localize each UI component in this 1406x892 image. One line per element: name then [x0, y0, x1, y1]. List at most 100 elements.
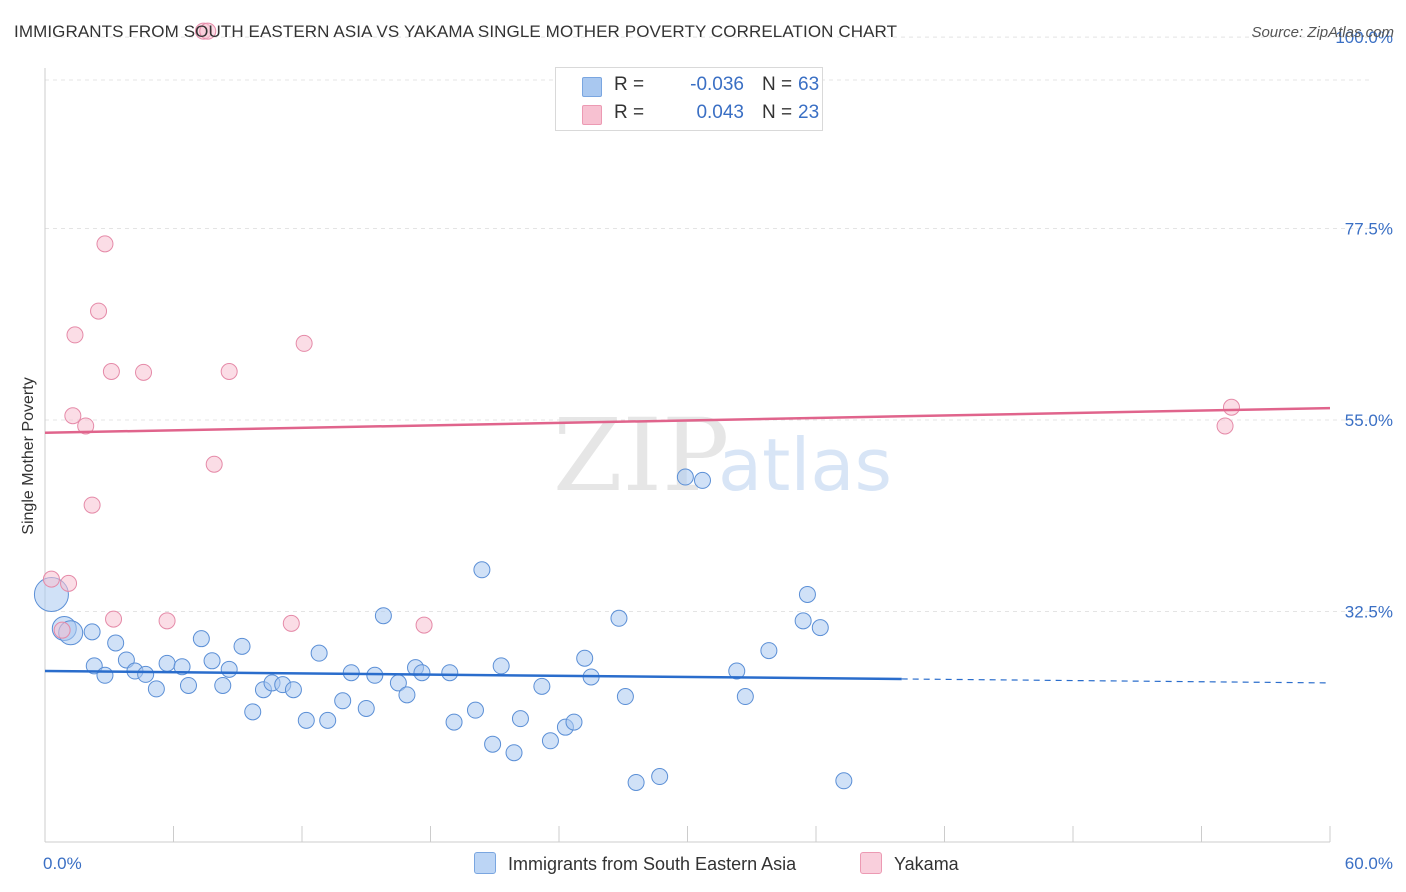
point-immigrants — [616, 688, 634, 706]
point-immigrants — [505, 744, 523, 762]
point-immigrants — [413, 664, 431, 682]
point-immigrants — [676, 468, 694, 486]
point-immigrants — [203, 652, 221, 670]
x-tick-label-max: 60.0% — [1345, 854, 1393, 873]
point-immigrants — [147, 680, 165, 698]
point-immigrants — [466, 701, 484, 719]
point-immigrants — [85, 657, 103, 675]
point-yakama — [42, 570, 60, 588]
point-immigrants — [357, 699, 375, 717]
point-immigrants — [310, 644, 328, 662]
watermark-zip: ZIP — [553, 397, 729, 514]
point-immigrants — [220, 660, 238, 678]
legend-r-label: R = — [614, 74, 645, 95]
point-immigrants — [96, 666, 114, 684]
point-yakama — [1216, 417, 1234, 435]
point-yakama — [77, 417, 95, 435]
point-immigrants — [173, 658, 191, 676]
trendline-immigrants-dashed — [901, 678, 1331, 684]
point-immigrants — [107, 634, 125, 652]
point-immigrants — [627, 773, 645, 791]
point-immigrants — [798, 585, 816, 603]
point-immigrants — [398, 686, 416, 704]
y-tick-label: 100.0% — [1335, 28, 1393, 47]
point-yakama — [64, 407, 82, 425]
point-immigrants — [811, 619, 829, 637]
point-immigrants — [835, 772, 853, 790]
point-immigrants — [511, 710, 529, 728]
point-immigrants — [244, 703, 262, 721]
point-immigrants — [374, 607, 392, 625]
point-yakama — [1222, 398, 1240, 416]
legend-n-label: N = — [762, 102, 793, 123]
point-immigrants — [137, 665, 155, 683]
point-yakama — [90, 302, 108, 320]
bottom-legend-swatch-yakama — [860, 852, 882, 874]
point-yakama — [205, 455, 223, 473]
trendline-yakama — [44, 406, 1331, 435]
chart-title: IMMIGRANTS FROM SOUTH EASTERN ASIA VS YA… — [14, 22, 898, 41]
point-immigrants — [651, 768, 669, 786]
point-immigrants — [319, 711, 337, 729]
point-immigrants — [233, 637, 251, 655]
point-yakama — [105, 610, 123, 628]
point-immigrants — [334, 692, 352, 710]
bottom-legend-label-yakama: Yakama — [894, 854, 959, 874]
y-axis-label: Single Mother Poverty — [20, 377, 37, 535]
point-yakama — [295, 334, 313, 352]
x-tick-label-min: 0.0% — [43, 854, 82, 873]
point-yakama — [282, 614, 300, 632]
point-immigrants — [565, 713, 583, 731]
point-yakama — [60, 574, 78, 592]
legend-swatch-yakama — [582, 105, 602, 125]
y-tick-label: 32.5% — [1345, 602, 1393, 621]
bottom-legend-yakama: Yakama — [860, 852, 959, 875]
point-immigrants — [473, 561, 491, 579]
point-immigrants — [576, 649, 594, 667]
point-immigrants — [484, 735, 502, 753]
watermark-atlas: atlas — [718, 423, 892, 507]
point-immigrants — [284, 681, 302, 699]
legend-r-label: R = — [614, 102, 645, 123]
point-immigrants — [192, 630, 210, 648]
trendline-immigrants — [44, 669, 902, 681]
point-yakama — [158, 612, 176, 630]
point-yakama — [199, 22, 217, 40]
bottom-legend-label-immigrants: Immigrants from South Eastern Asia — [508, 854, 797, 874]
bottom-legend-immigrants: Immigrants from South Eastern Asia — [474, 852, 796, 875]
point-immigrants — [179, 676, 197, 694]
point-immigrants — [693, 471, 711, 489]
point-yakama — [53, 621, 71, 639]
point-immigrants — [736, 688, 754, 706]
bottom-legend-swatch-immigrants — [474, 852, 496, 874]
point-immigrants — [492, 657, 510, 675]
legend-n-value: 63 — [798, 74, 820, 95]
point-immigrants — [533, 677, 551, 695]
point-yakama — [102, 363, 120, 381]
y-tick-label: 77.5% — [1345, 220, 1393, 239]
legend-swatch-immigrants — [582, 77, 602, 97]
point-yakama — [135, 363, 153, 381]
point-immigrants — [760, 642, 778, 660]
point-yakama — [83, 496, 101, 514]
legend-r-value: -0.036 — [690, 74, 744, 95]
point-immigrants — [445, 713, 463, 731]
point-immigrants — [297, 711, 315, 729]
correlation-legend: R = -0.036 N = 63 R = 0.043 N = 23 — [555, 67, 823, 131]
point-immigrants — [214, 676, 232, 694]
point-immigrants — [158, 654, 176, 672]
point-immigrants — [794, 612, 812, 630]
source-credit: Source: ZipAtlas.com — [1251, 24, 1394, 41]
legend-r-value: 0.043 — [696, 102, 744, 123]
point-immigrants — [541, 732, 559, 750]
legend-n-label: N = — [762, 74, 793, 95]
point-immigrants — [728, 662, 746, 680]
point-yakama — [220, 363, 238, 381]
point-immigrants — [610, 609, 628, 627]
point-immigrants — [441, 664, 459, 682]
point-immigrants — [83, 623, 101, 641]
y-tick-label: 55.0% — [1345, 411, 1393, 430]
point-yakama — [415, 616, 433, 634]
legend-n-value: 23 — [798, 102, 820, 123]
